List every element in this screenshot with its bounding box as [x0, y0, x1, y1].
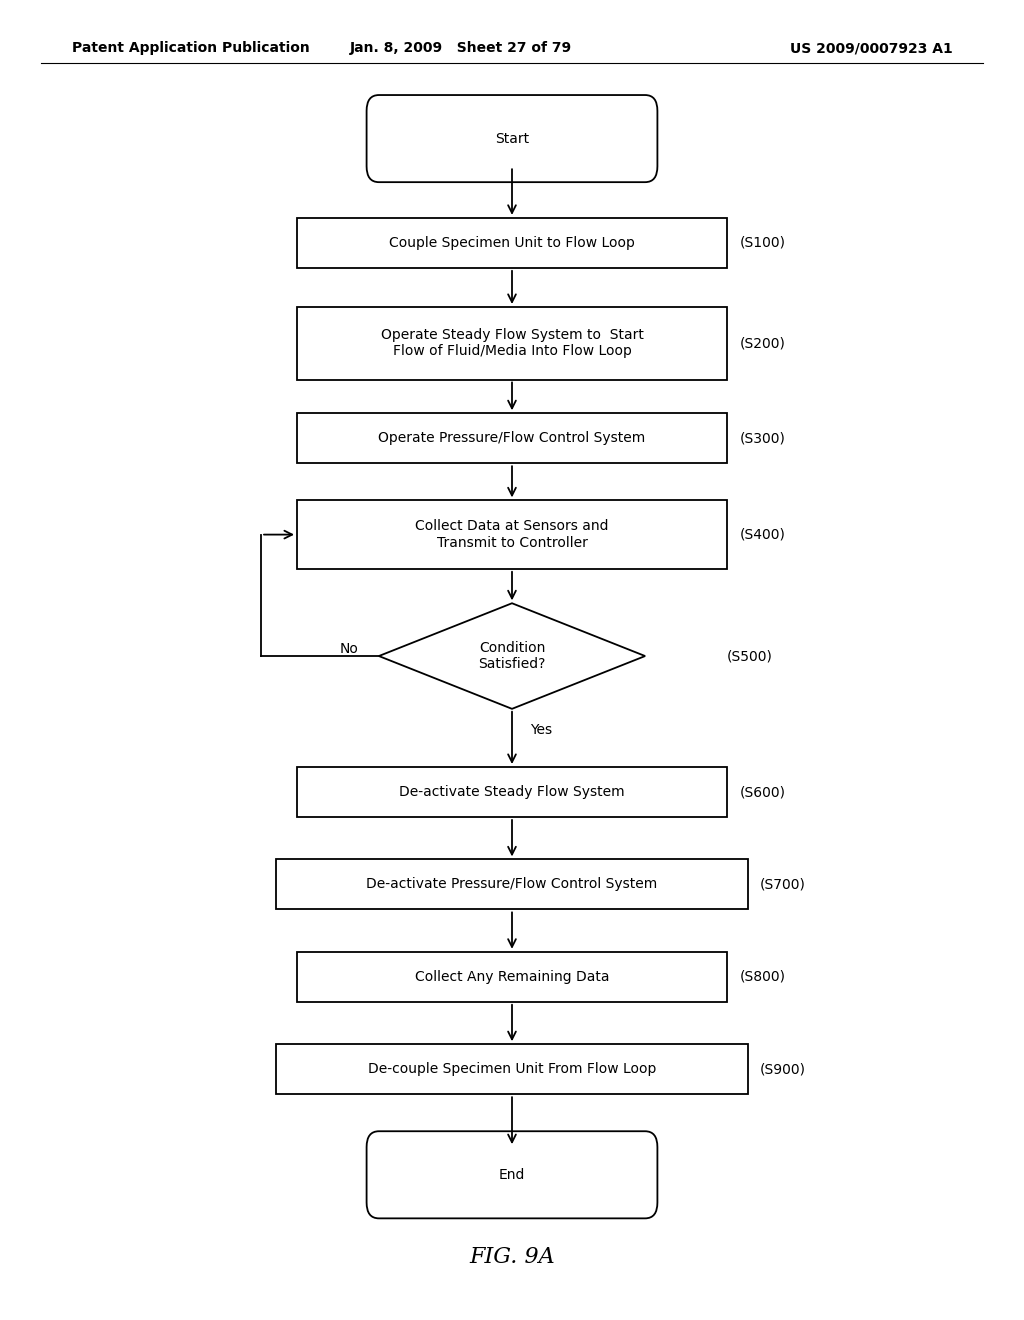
Text: De-activate Steady Flow System: De-activate Steady Flow System: [399, 785, 625, 799]
Text: Yes: Yes: [530, 723, 553, 737]
Text: Operate Steady Flow System to  Start
Flow of Fluid/Media Into Flow Loop: Operate Steady Flow System to Start Flow…: [381, 329, 643, 358]
Text: (S700): (S700): [760, 878, 806, 891]
Text: Jan. 8, 2009   Sheet 27 of 79: Jan. 8, 2009 Sheet 27 of 79: [350, 41, 571, 55]
Bar: [297, 767, 727, 817]
Text: (S400): (S400): [739, 528, 785, 541]
Polygon shape: [379, 603, 645, 709]
Bar: [276, 859, 748, 909]
Bar: [297, 306, 727, 380]
Text: No: No: [340, 643, 358, 656]
Text: Collect Data at Sensors and
Transmit to Controller: Collect Data at Sensors and Transmit to …: [416, 520, 608, 549]
Text: (S600): (S600): [739, 785, 785, 799]
Text: Operate Pressure/Flow Control System: Operate Pressure/Flow Control System: [379, 432, 645, 445]
Text: Collect Any Remaining Data: Collect Any Remaining Data: [415, 970, 609, 983]
Text: (S200): (S200): [739, 337, 785, 350]
Text: (S100): (S100): [739, 236, 785, 249]
Text: De-couple Specimen Unit From Flow Loop: De-couple Specimen Unit From Flow Loop: [368, 1063, 656, 1076]
Text: (S500): (S500): [727, 649, 773, 663]
Text: Patent Application Publication: Patent Application Publication: [72, 41, 309, 55]
Bar: [297, 500, 727, 569]
Text: (S300): (S300): [739, 432, 785, 445]
FancyBboxPatch shape: [367, 95, 657, 182]
Text: Couple Specimen Unit to Flow Loop: Couple Specimen Unit to Flow Loop: [389, 236, 635, 249]
Bar: [297, 952, 727, 1002]
Text: De-activate Pressure/Flow Control System: De-activate Pressure/Flow Control System: [367, 878, 657, 891]
Bar: [276, 1044, 748, 1094]
FancyBboxPatch shape: [367, 1131, 657, 1218]
Text: Condition
Satisfied?: Condition Satisfied?: [478, 642, 546, 671]
Text: (S900): (S900): [760, 1063, 806, 1076]
Bar: [297, 218, 727, 268]
Text: End: End: [499, 1168, 525, 1181]
Text: FIG. 9A: FIG. 9A: [469, 1246, 555, 1267]
Bar: [297, 413, 727, 463]
Text: US 2009/0007923 A1: US 2009/0007923 A1: [790, 41, 952, 55]
Text: (S800): (S800): [739, 970, 785, 983]
Text: Start: Start: [495, 132, 529, 145]
